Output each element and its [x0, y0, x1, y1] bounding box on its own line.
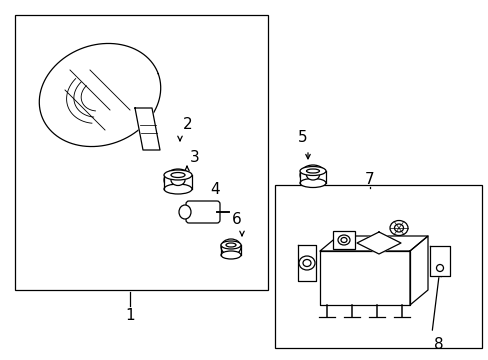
Ellipse shape — [306, 170, 319, 180]
Ellipse shape — [340, 238, 346, 243]
Polygon shape — [297, 245, 315, 281]
Ellipse shape — [225, 243, 236, 247]
Polygon shape — [135, 108, 160, 150]
Text: 6: 6 — [231, 212, 241, 227]
Ellipse shape — [179, 205, 191, 219]
Text: 3: 3 — [190, 150, 199, 165]
Polygon shape — [319, 236, 427, 251]
Ellipse shape — [299, 166, 325, 175]
FancyBboxPatch shape — [185, 201, 220, 223]
Ellipse shape — [337, 235, 349, 245]
Polygon shape — [356, 232, 400, 254]
Ellipse shape — [163, 169, 192, 191]
Text: 4: 4 — [209, 182, 219, 197]
Bar — [163, 175, 192, 189]
Ellipse shape — [303, 260, 310, 266]
Ellipse shape — [221, 239, 241, 255]
Polygon shape — [409, 236, 427, 305]
Bar — [332, 231, 354, 249]
Ellipse shape — [221, 241, 241, 249]
Ellipse shape — [298, 256, 314, 270]
Polygon shape — [429, 246, 449, 276]
Text: 8: 8 — [433, 337, 443, 352]
Ellipse shape — [163, 170, 192, 180]
Text: 5: 5 — [297, 130, 307, 145]
Ellipse shape — [299, 165, 325, 185]
Bar — [299, 171, 325, 183]
Ellipse shape — [171, 175, 184, 185]
Text: 7: 7 — [365, 172, 374, 187]
Text: 1: 1 — [125, 308, 135, 323]
Polygon shape — [39, 44, 161, 147]
Ellipse shape — [306, 169, 319, 173]
Ellipse shape — [171, 172, 184, 177]
Bar — [15, 15, 267, 290]
Ellipse shape — [163, 184, 192, 194]
Ellipse shape — [436, 265, 443, 271]
Ellipse shape — [389, 220, 407, 235]
Ellipse shape — [221, 251, 241, 259]
Polygon shape — [319, 251, 409, 305]
Text: 2: 2 — [183, 117, 192, 132]
Ellipse shape — [394, 224, 403, 232]
Ellipse shape — [299, 179, 325, 188]
Bar — [274, 185, 481, 348]
